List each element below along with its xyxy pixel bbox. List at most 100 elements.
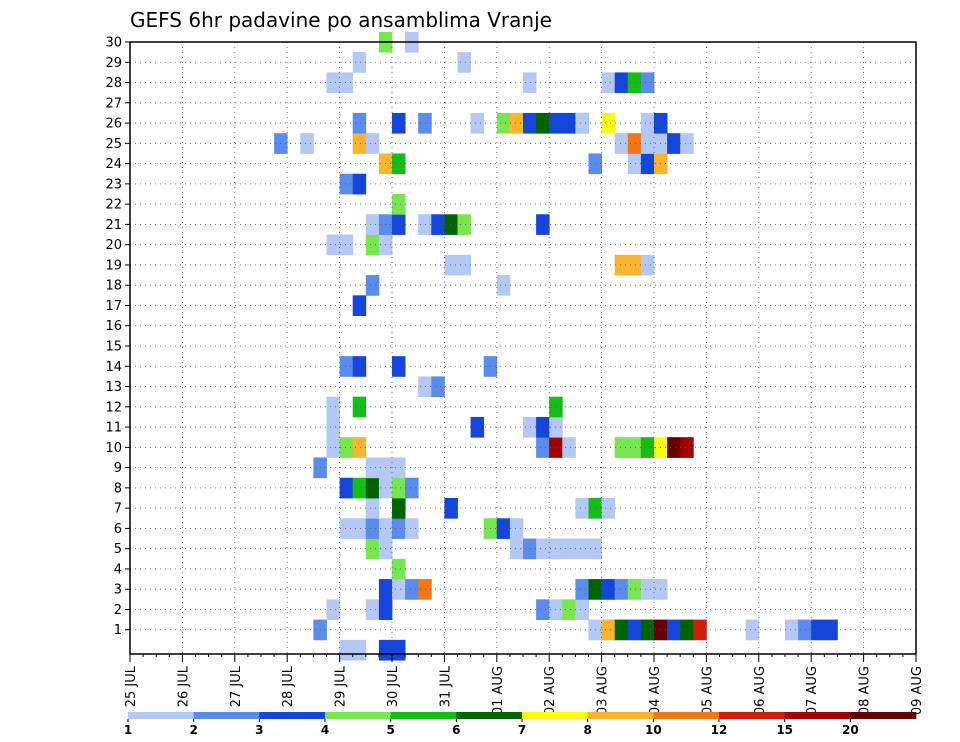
heatmap-cell bbox=[392, 498, 406, 519]
heatmap-cell bbox=[352, 518, 367, 539]
heatmap-cell bbox=[536, 437, 550, 458]
heatmap-cell bbox=[339, 173, 354, 195]
heatmap-cell bbox=[680, 619, 694, 641]
x-tick-label: 04 AUG bbox=[648, 666, 663, 715]
heatmap-cell bbox=[326, 416, 340, 438]
heatmap-cell bbox=[640, 133, 655, 154]
heatmap-cell bbox=[365, 133, 380, 154]
y-tick-label: 10 bbox=[105, 441, 122, 456]
heatmap-cell bbox=[627, 437, 642, 458]
legend-swatch bbox=[784, 712, 851, 719]
heatmap-cell bbox=[339, 356, 354, 377]
heatmap-cell bbox=[470, 416, 485, 438]
heatmap-cell bbox=[392, 356, 406, 377]
heatmap-cell bbox=[352, 639, 367, 661]
grid-layer bbox=[130, 41, 916, 654]
y-tick-label: 19 bbox=[105, 258, 122, 273]
heatmap-cell bbox=[392, 477, 406, 499]
heatmap-cell bbox=[470, 112, 485, 134]
heatmap-cell bbox=[496, 518, 511, 539]
y-tick-label: 21 bbox=[105, 218, 122, 233]
x-tick-label: 02 AUG bbox=[543, 666, 558, 715]
heatmap-cell bbox=[431, 214, 445, 235]
legend-label: 7 bbox=[518, 723, 526, 737]
heatmap-cell bbox=[352, 112, 367, 134]
y-tick-label: 9 bbox=[114, 461, 122, 476]
legend-label: 12 bbox=[711, 723, 728, 737]
heatmap-cell bbox=[457, 52, 471, 73]
heatmap-cell bbox=[667, 133, 681, 154]
heatmap-cell bbox=[614, 619, 629, 641]
y-tick-label: 26 bbox=[105, 117, 122, 132]
heatmap-cell bbox=[562, 112, 576, 134]
heatmap-cell bbox=[496, 112, 511, 134]
y-axis: 1234567891011121314151617181920212223242… bbox=[105, 36, 130, 638]
heatmap-cell bbox=[392, 579, 406, 600]
heatmap-cell bbox=[667, 619, 681, 641]
heatmap-cell bbox=[667, 437, 681, 458]
heatmap-cell bbox=[627, 153, 642, 175]
y-tick-label: 17 bbox=[105, 299, 122, 314]
heatmap-cell bbox=[418, 214, 432, 235]
heatmap-cell bbox=[444, 254, 458, 276]
heatmap-cell bbox=[339, 234, 354, 256]
heatmap-cell bbox=[392, 518, 406, 539]
heatmap-cell bbox=[365, 214, 380, 235]
y-tick-label: 16 bbox=[105, 319, 122, 334]
legend-label: 8 bbox=[583, 723, 591, 737]
heatmap-cell bbox=[378, 639, 393, 661]
heatmap-cell bbox=[601, 619, 616, 641]
y-tick-label: 23 bbox=[105, 177, 122, 192]
legend-swatch bbox=[522, 712, 588, 719]
heatmap-cell bbox=[614, 72, 629, 94]
heatmap-cell bbox=[575, 579, 589, 600]
cell-layer bbox=[274, 31, 838, 661]
heatmap-cell bbox=[562, 437, 576, 458]
y-tick-label: 28 bbox=[105, 76, 122, 91]
heatmap-cell bbox=[680, 437, 694, 458]
heatmap-cell bbox=[365, 477, 380, 499]
legend-swatch bbox=[850, 712, 917, 719]
heatmap-cell bbox=[575, 599, 589, 620]
legend-swatch bbox=[193, 712, 260, 719]
y-tick-label: 2 bbox=[114, 603, 122, 618]
heatmap-cell bbox=[418, 112, 432, 134]
y-tick-label: 20 bbox=[105, 238, 122, 253]
x-tick-label: 29 JUL bbox=[334, 665, 349, 707]
heatmap-cell bbox=[365, 518, 380, 539]
heatmap-cell bbox=[405, 518, 419, 539]
heatmap-cell bbox=[431, 376, 445, 398]
y-tick-label: 30 bbox=[105, 36, 122, 51]
heatmap-cell bbox=[811, 619, 825, 641]
heatmap-cell bbox=[640, 254, 655, 276]
heatmap-cell bbox=[339, 437, 354, 458]
heatmap-cell bbox=[326, 599, 340, 620]
heatmap-cell bbox=[405, 477, 419, 499]
heatmap-cell bbox=[536, 538, 550, 560]
heatmap-cell bbox=[326, 396, 340, 418]
legend-label: 20 bbox=[842, 723, 859, 737]
heatmap-cell bbox=[640, 112, 655, 134]
x-tick-label: 31 JUL bbox=[438, 665, 453, 707]
y-tick-label: 27 bbox=[105, 96, 122, 111]
heatmap-cell bbox=[627, 254, 642, 276]
heatmap-cell bbox=[418, 376, 432, 398]
heatmap-cell bbox=[562, 599, 576, 620]
x-tick-label: 05 AUG bbox=[700, 666, 715, 715]
heatmap-cell bbox=[457, 254, 471, 276]
y-tick-label: 6 bbox=[114, 522, 122, 537]
legend-swatch bbox=[653, 712, 720, 719]
legend-label: 15 bbox=[776, 723, 793, 737]
heatmap-cell bbox=[352, 52, 367, 73]
heatmap-cell bbox=[627, 579, 642, 600]
heatmap-cell bbox=[339, 477, 354, 499]
heatmap-cell bbox=[352, 133, 367, 154]
heatmap-cell bbox=[523, 112, 537, 134]
heatmap-cell bbox=[392, 639, 406, 661]
legend-swatch bbox=[259, 712, 326, 719]
heatmap-cell bbox=[392, 153, 406, 175]
heatmap-cell bbox=[640, 72, 655, 94]
heatmap-cell bbox=[614, 254, 629, 276]
y-tick-label: 3 bbox=[114, 583, 122, 598]
x-tick-label: 25 JUL bbox=[124, 665, 139, 707]
